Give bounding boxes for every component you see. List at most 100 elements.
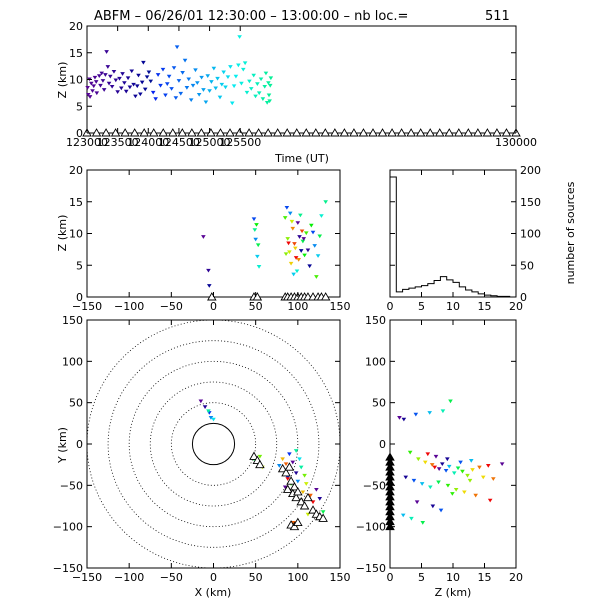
source-point: [242, 61, 248, 66]
source-point: [445, 483, 451, 488]
y-axis-tick-label: 100: [365, 355, 386, 368]
source-point: [202, 405, 208, 409]
source-point: [416, 457, 421, 462]
source-point: [186, 77, 192, 82]
source-point: [298, 249, 304, 253]
z-axis-tick-label: 15: [478, 571, 492, 584]
source-point: [289, 219, 295, 224]
source-point: [283, 462, 289, 467]
ground-station-marker: [385, 467, 395, 476]
ground-station-marker: [385, 491, 395, 501]
source-point: [258, 77, 264, 82]
ground-station-marker: [473, 128, 483, 137]
source-point: [180, 71, 185, 75]
time-axis-tick-label: 125000: [189, 136, 231, 149]
source-point: [296, 258, 301, 262]
range-rings: [87, 320, 340, 568]
source-point: [239, 81, 244, 86]
source-point: [93, 80, 99, 84]
source-point: [206, 284, 212, 288]
ground-station-marker: [139, 128, 149, 137]
count-axis-tick-label: 100: [520, 228, 541, 241]
plan-view-ylabel: Y (km): [56, 427, 69, 464]
ground-station-marker: [385, 496, 395, 506]
source-point: [305, 512, 311, 517]
source-point: [491, 477, 496, 481]
source-point: [109, 84, 115, 89]
x-axis-tick-label: 50: [249, 571, 263, 584]
x-axis-tick-label: 150: [330, 571, 351, 584]
z-axis-tick-label: 10: [69, 228, 83, 241]
source-point: [266, 93, 272, 98]
source-point: [291, 272, 296, 277]
source-point: [320, 510, 326, 514]
source-point: [240, 67, 246, 72]
source-point: [211, 417, 216, 422]
z-axis-tick-label: 0: [76, 291, 83, 304]
ground-station-marker: [425, 128, 435, 137]
source-point: [146, 70, 152, 75]
ground-station-marker: [291, 128, 302, 137]
ground-station-marker: [501, 128, 512, 137]
ground-station-marker: [385, 452, 395, 461]
source-point: [255, 82, 260, 86]
ground-station-marker: [296, 496, 306, 506]
source-point: [282, 485, 288, 490]
source-point: [101, 88, 107, 92]
plan-view-frame: [86, 319, 341, 569]
source-point: [201, 88, 206, 92]
x-axis-tick-label: −150: [72, 571, 102, 584]
source-point: [430, 504, 436, 509]
source-point: [254, 223, 259, 227]
source-point: [287, 452, 292, 457]
histogram-step-line: [389, 176, 516, 298]
source-point: [85, 92, 91, 97]
source-point: [443, 468, 449, 473]
source-point: [425, 452, 431, 457]
source-point: [299, 229, 305, 234]
source-point: [215, 76, 220, 81]
z-axis-tick-label: 10: [446, 571, 460, 584]
ground-station-marker: [415, 128, 426, 137]
z-axis-tick-label: 10: [69, 74, 83, 87]
source-point: [138, 92, 143, 97]
source-point: [499, 462, 505, 467]
z-axis-tick-label: 15: [69, 47, 83, 60]
source-point: [307, 264, 312, 269]
range-ring: [170, 402, 257, 486]
source-point: [438, 508, 444, 513]
source-point: [217, 95, 223, 100]
source-point: [229, 101, 235, 106]
source-point: [458, 460, 463, 465]
source-point: [193, 68, 198, 73]
ground-station-marker: [492, 128, 502, 137]
z-axis-tick-label: 5: [418, 300, 425, 313]
source-point: [178, 91, 184, 96]
source-point: [401, 417, 407, 422]
source-point: [122, 81, 127, 85]
ground-station-marker: [263, 128, 273, 137]
ground-station-marker: [303, 492, 313, 502]
z-axis-tick-label: 5: [76, 259, 83, 272]
source-point: [88, 81, 94, 86]
range-ring: [191, 422, 236, 466]
source-point: [166, 74, 172, 79]
source-point: [453, 487, 459, 492]
ground-station-marker: [396, 128, 407, 137]
y-axis-tick-label: −150: [53, 562, 83, 575]
source-point: [317, 497, 323, 501]
figure-title: ABFM – 06/26/01 12:30:00 – 13:00:00 – nb…: [94, 9, 408, 24]
source-point: [300, 239, 306, 244]
source-point: [287, 211, 293, 216]
source-point: [433, 454, 439, 459]
source-point: [142, 87, 148, 92]
source-point: [312, 244, 317, 248]
source-point: [251, 217, 257, 222]
source-point: [92, 75, 98, 80]
y-axis-tick-label: 100: [62, 355, 83, 368]
source-point: [233, 74, 239, 79]
z-axis-tick-label: 20: [69, 20, 83, 33]
source-point: [256, 265, 262, 269]
source-point: [131, 82, 136, 87]
